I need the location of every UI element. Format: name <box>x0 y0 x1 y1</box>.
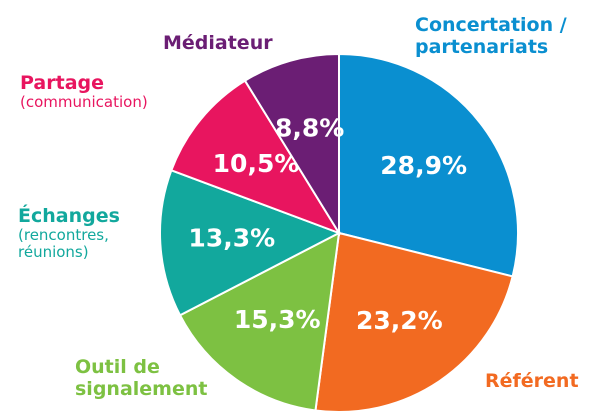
category-name: Médiateur <box>163 32 273 54</box>
value-label: 13,3% <box>188 223 275 252</box>
slice-label: Outil de signalement <box>75 356 208 400</box>
category-name: Échanges <box>18 205 120 227</box>
slice-label: Médiateur <box>163 32 303 54</box>
category-name: Référent <box>485 370 579 392</box>
pie-slice <box>159 168 342 317</box>
slice-label: Concertation / partenariats <box>415 14 599 58</box>
slice-label: Référent <box>485 370 599 392</box>
value-label: 15,3% <box>234 305 321 334</box>
category-note: (communication) <box>20 93 148 111</box>
value-label: 28,9% <box>380 151 467 180</box>
value-label: 23,2% <box>356 306 443 335</box>
pie-slice <box>178 231 341 412</box>
pie-slice <box>243 52 340 237</box>
pie-slice <box>338 52 519 278</box>
slice-label: Partage (communication) <box>20 72 190 111</box>
slice-label: Échanges (rencontres, réunions) <box>18 205 143 261</box>
category-name: Outil de signalement <box>75 356 208 400</box>
value-label: 10,5% <box>213 149 300 178</box>
pie-slice <box>314 231 514 413</box>
value-label: 8,8% <box>275 114 344 143</box>
pie-slice <box>170 79 342 235</box>
category-note: (rencontres, réunions) <box>18 226 109 261</box>
category-name: Concertation / partenariats <box>415 14 567 58</box>
category-name: Partage <box>20 72 104 94</box>
